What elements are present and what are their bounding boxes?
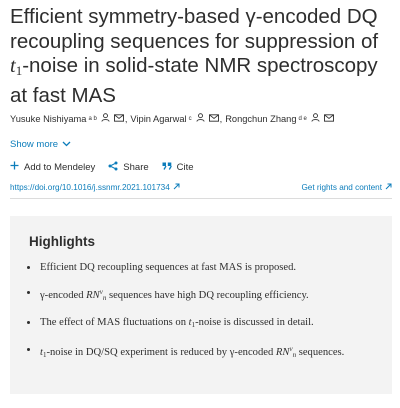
person-icon[interactable] [311, 113, 320, 124]
add-to-mendeley-label: Add to Mendeley [24, 161, 96, 173]
envelope-icon[interactable] [208, 113, 219, 124]
external-link-icon [385, 183, 392, 192]
doi-link[interactable]: https://doi.org/10.1016/j.ssnmr.2021.101… [10, 183, 180, 192]
share-icon [108, 161, 118, 174]
highlights-list: Efficient DQ recoupling sequences at fas… [27, 261, 377, 373]
chevron-down-icon [62, 139, 71, 150]
title-math-sub: 1 [15, 63, 23, 78]
author-affiliation[interactable]: d e [298, 115, 307, 122]
author-list: Yusuke Nishiyama a b , Vipin Agarwal c ,… [10, 113, 395, 124]
show-more-button[interactable]: Show more [10, 139, 71, 150]
list-item: The effect of MAS fluctuations on t1-noi… [27, 316, 377, 332]
author-name[interactable]: Yusuke Nishiyama [10, 113, 87, 124]
author-separator: , [124, 113, 128, 124]
show-more-label: Show more [10, 139, 59, 150]
list-item: t1-noise in DQ/SQ experiment is reduced … [27, 343, 377, 362]
cite-button[interactable]: Cite [162, 162, 194, 173]
author-separator: , [219, 113, 223, 124]
envelope-icon[interactable] [323, 113, 334, 124]
highlights-box: Highlights Efficient DQ recoupling seque… [10, 216, 392, 394]
author-affiliation[interactable]: c [188, 115, 192, 122]
article-actions: Add to Mendeley Share Cite [10, 160, 207, 174]
person-icon[interactable] [101, 113, 110, 124]
article-title: Efficient symmetry-based γ-encoded DQ re… [10, 5, 379, 107]
plus-icon [10, 161, 19, 173]
external-link-icon [173, 183, 180, 192]
author-affiliation[interactable]: a b [88, 115, 97, 122]
share-button[interactable]: Share [108, 161, 149, 174]
envelope-icon[interactable] [113, 113, 124, 124]
quote-icon [162, 162, 172, 173]
doi-link-label: https://doi.org/10.1016/j.ssnmr.2021.101… [10, 183, 170, 192]
person-icon[interactable] [196, 113, 205, 124]
bullet-icon [27, 290, 30, 294]
title-math-t: t [10, 55, 16, 77]
bullet-icon [27, 321, 30, 324]
bullet-icon [27, 266, 30, 269]
divider [10, 198, 392, 199]
highlights-heading: Highlights [29, 234, 95, 249]
get-rights-link[interactable]: Get rights and content [301, 183, 392, 192]
link-row: https://doi.org/10.1016/j.ssnmr.2021.101… [10, 183, 392, 192]
add-to-mendeley-button[interactable]: Add to Mendeley [10, 161, 95, 173]
get-rights-label: Get rights and content [301, 183, 382, 192]
author-name[interactable]: Vipin Agarwal [130, 113, 187, 124]
author-name[interactable]: Rongchun Zhang [225, 113, 297, 124]
bullet-icon [27, 347, 30, 351]
list-item: Efficient DQ recoupling sequences at fas… [27, 261, 377, 274]
cite-label: Cite [176, 161, 194, 173]
list-item: γ-encoded RNνn sequences have high DQ re… [27, 286, 377, 305]
share-label: Share [123, 161, 149, 173]
